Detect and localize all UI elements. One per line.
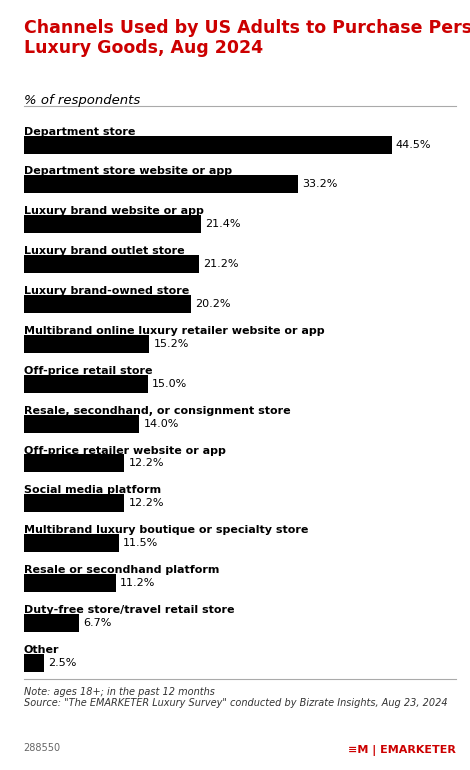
Text: Luxury brand-owned store: Luxury brand-owned store — [24, 286, 189, 296]
Bar — [24, 255, 199, 273]
Text: 15.2%: 15.2% — [153, 339, 189, 349]
Text: ≡M | EMARKETER: ≡M | EMARKETER — [348, 745, 456, 756]
Text: Department store website or app: Department store website or app — [24, 166, 232, 176]
Text: Duty-free store/travel retail store: Duty-free store/travel retail store — [24, 605, 234, 615]
Bar — [24, 534, 118, 552]
Text: Off-price retailer website or app: Off-price retailer website or app — [24, 446, 226, 456]
Bar — [24, 414, 139, 433]
Bar — [24, 335, 149, 353]
Text: 21.2%: 21.2% — [203, 259, 238, 270]
Text: Resale or secondhand platform: Resale or secondhand platform — [24, 565, 219, 575]
Text: Channels Used by US Adults to Purchase Personal
Luxury Goods, Aug 2024: Channels Used by US Adults to Purchase P… — [24, 19, 470, 57]
Text: 44.5%: 44.5% — [396, 139, 431, 149]
Bar — [24, 454, 125, 473]
Bar — [24, 574, 116, 592]
Bar — [24, 494, 125, 512]
Text: 21.4%: 21.4% — [204, 219, 240, 229]
Text: Off-price retail store: Off-price retail store — [24, 366, 152, 376]
Bar — [24, 375, 148, 393]
Text: % of respondents: % of respondents — [24, 94, 140, 107]
Text: Other: Other — [24, 644, 59, 654]
Bar — [24, 176, 298, 193]
Bar — [24, 295, 191, 313]
Text: Multibrand online luxury retailer website or app: Multibrand online luxury retailer websit… — [24, 326, 324, 336]
Bar — [24, 614, 79, 632]
Text: Resale, secondhand, or consignment store: Resale, secondhand, or consignment store — [24, 406, 290, 416]
Text: 2.5%: 2.5% — [48, 658, 77, 668]
Text: Luxury brand website or app: Luxury brand website or app — [24, 206, 204, 216]
Text: 11.5%: 11.5% — [123, 538, 158, 548]
Text: Department store: Department store — [24, 126, 135, 136]
Text: 11.2%: 11.2% — [120, 578, 156, 588]
Text: 33.2%: 33.2% — [302, 179, 337, 189]
Text: Social media platform: Social media platform — [24, 485, 161, 495]
Text: 288550: 288550 — [24, 743, 61, 753]
Text: 15.0%: 15.0% — [152, 379, 187, 389]
Text: Multibrand luxury boutique or specialty store: Multibrand luxury boutique or specialty … — [24, 525, 308, 535]
Text: 14.0%: 14.0% — [143, 419, 179, 429]
Text: Source: "The EMARKETER Luxury Survey" conducted by Bizrate Insights, Aug 23, 202: Source: "The EMARKETER Luxury Survey" co… — [24, 698, 447, 708]
Text: 12.2%: 12.2% — [129, 458, 164, 468]
Bar — [24, 216, 201, 233]
Text: Note: ages 18+; in the past 12 months: Note: ages 18+; in the past 12 months — [24, 687, 214, 697]
Text: Luxury brand outlet store: Luxury brand outlet store — [24, 246, 184, 256]
Bar — [24, 136, 392, 153]
Text: 20.2%: 20.2% — [195, 299, 230, 309]
Text: 6.7%: 6.7% — [83, 618, 111, 628]
Bar — [24, 654, 44, 671]
Text: 12.2%: 12.2% — [129, 498, 164, 508]
